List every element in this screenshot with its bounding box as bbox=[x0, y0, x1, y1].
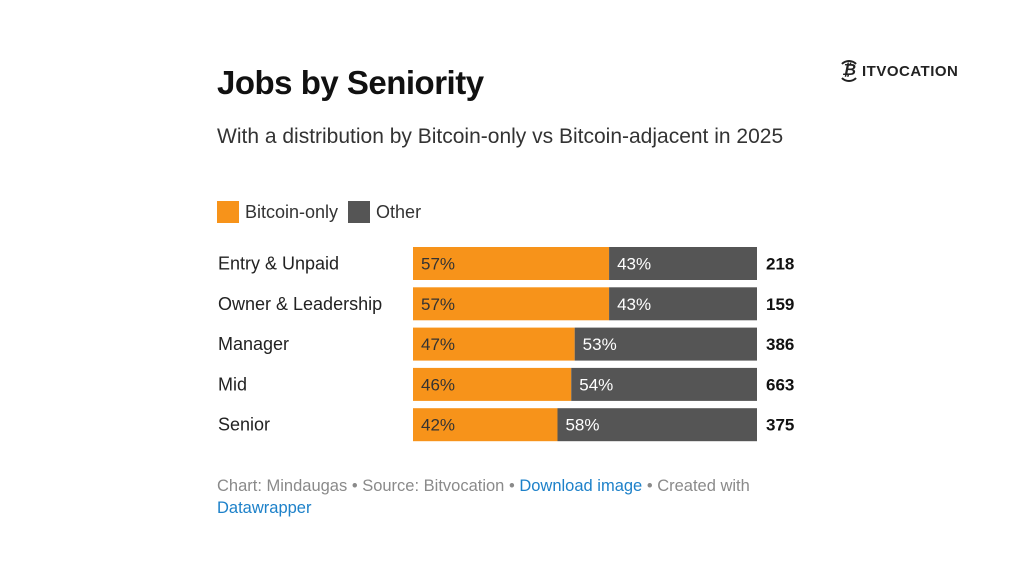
data-label: 58% bbox=[565, 416, 599, 435]
bar-segment-bitcoin-only bbox=[413, 327, 575, 361]
category-label: Mid bbox=[218, 374, 247, 394]
bar-segment-other bbox=[574, 327, 757, 361]
data-label: 57% bbox=[421, 295, 455, 314]
bar-segment-other bbox=[557, 408, 757, 442]
separator: • bbox=[347, 477, 363, 495]
category-label: Entry & Unpaid bbox=[218, 254, 339, 274]
bitcoin-logo-icon: ₿ bbox=[838, 60, 860, 82]
bar-segment-other bbox=[609, 287, 757, 321]
separator: • bbox=[504, 477, 520, 495]
data-label: 53% bbox=[583, 335, 617, 354]
total-label: 159 bbox=[766, 295, 794, 314]
bar-segment-bitcoin-only bbox=[413, 367, 572, 401]
legend-swatch bbox=[348, 201, 371, 223]
bar-segment-other bbox=[571, 367, 757, 401]
legend: Bitcoin-only Other bbox=[217, 201, 431, 223]
bar-segment-other bbox=[609, 247, 757, 280]
chart-subtitle: With a distribution by Bitcoin-only vs B… bbox=[217, 125, 784, 148]
created-with: Created with bbox=[657, 477, 750, 495]
chart-credit: Chart: Mindaugas bbox=[217, 477, 348, 495]
data-label: 43% bbox=[617, 255, 651, 274]
datawrapper-link[interactable]: Datawrapper bbox=[217, 499, 312, 517]
total-label: 218 bbox=[766, 255, 794, 274]
bar-segment-bitcoin-only bbox=[413, 287, 610, 321]
legend-item-bitcoin-only: Bitcoin-only bbox=[217, 201, 338, 223]
legend-label: Other bbox=[376, 201, 422, 222]
logo-text: ITVOCATION bbox=[862, 62, 959, 80]
data-label: 46% bbox=[421, 375, 455, 394]
data-label: 54% bbox=[579, 375, 613, 394]
bar-segment-bitcoin-only bbox=[413, 247, 610, 280]
category-label: Owner & Leadership bbox=[218, 294, 382, 314]
bitvocation-logo: ₿ ITVOCATION bbox=[838, 60, 958, 82]
data-label: 47% bbox=[421, 335, 455, 354]
legend-item-other: Other bbox=[348, 201, 421, 223]
data-label: 43% bbox=[617, 295, 651, 314]
total-label: 386 bbox=[766, 335, 794, 354]
download-image-link[interactable]: Download image bbox=[519, 477, 643, 495]
bar-segment-bitcoin-only bbox=[413, 408, 558, 442]
source: Source: Bitvocation bbox=[362, 477, 505, 495]
total-label: 375 bbox=[766, 416, 794, 435]
footer: Chart: Mindaugas • Source: Bitvocation •… bbox=[217, 475, 837, 519]
legend-swatch bbox=[217, 201, 239, 223]
data-label: 42% bbox=[421, 416, 455, 435]
data-label: 57% bbox=[421, 255, 455, 274]
separator: • bbox=[642, 477, 658, 495]
legend-label: Bitcoin-only bbox=[245, 201, 339, 222]
category-label: Senior bbox=[218, 415, 270, 435]
chart-title: Jobs by Seniority bbox=[217, 64, 484, 101]
category-label: Manager bbox=[218, 334, 289, 354]
total-label: 663 bbox=[766, 375, 794, 394]
